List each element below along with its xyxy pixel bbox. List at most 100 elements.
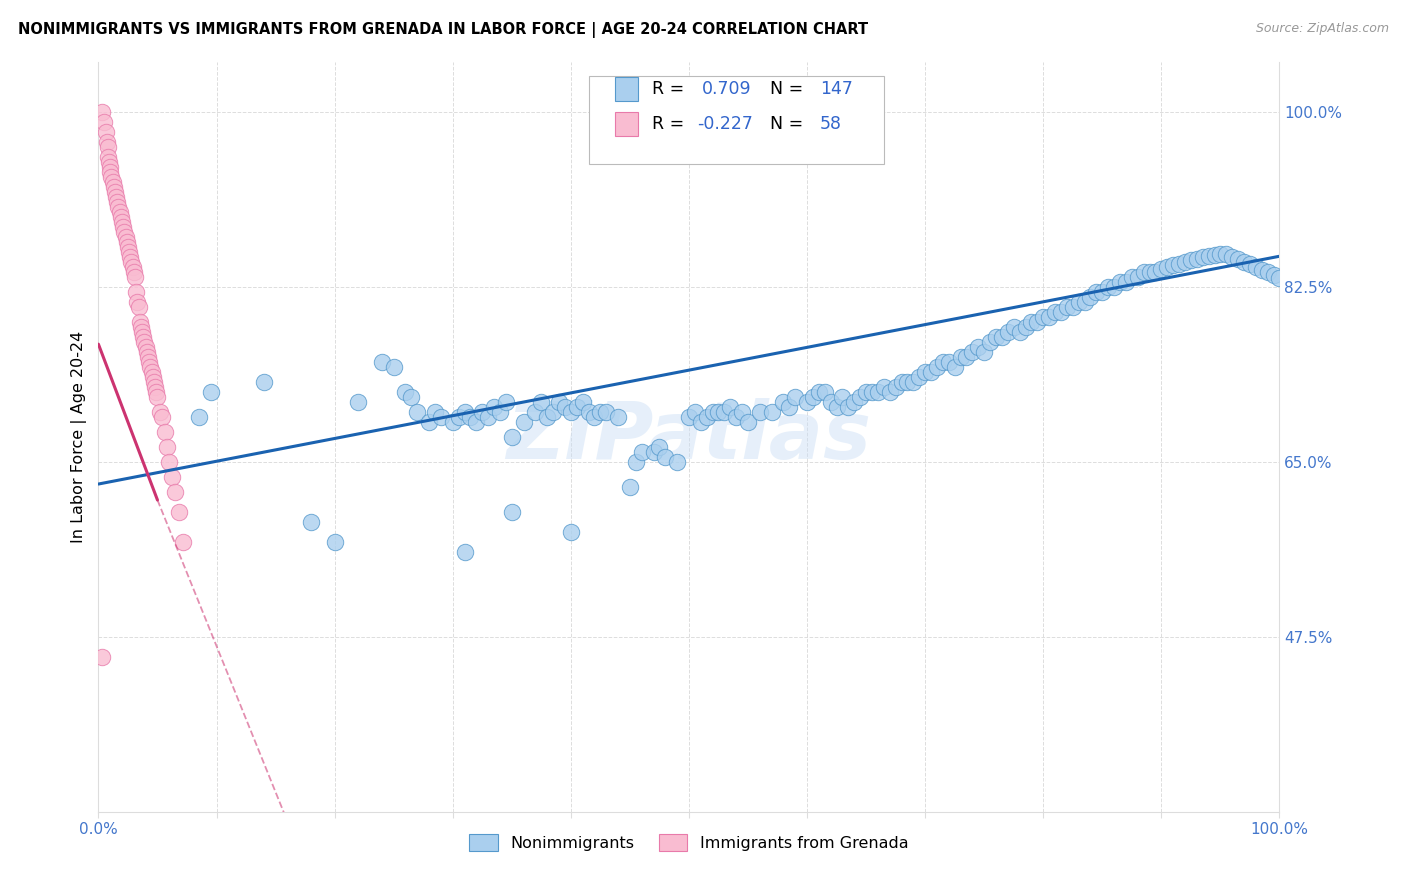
Point bbox=[1191, 250, 1213, 264]
Point bbox=[477, 410, 499, 425]
Point bbox=[1174, 255, 1197, 269]
Point bbox=[512, 415, 534, 429]
Point bbox=[108, 205, 131, 219]
Point bbox=[105, 195, 128, 210]
Point bbox=[1043, 305, 1066, 319]
Point bbox=[97, 150, 120, 164]
Point bbox=[1263, 268, 1285, 283]
Point bbox=[101, 175, 124, 189]
Point bbox=[97, 140, 120, 154]
Point bbox=[648, 440, 671, 454]
Text: 147: 147 bbox=[820, 80, 853, 98]
Point bbox=[98, 155, 121, 169]
Point bbox=[837, 400, 859, 414]
Point bbox=[925, 360, 948, 375]
Point bbox=[156, 440, 179, 454]
Point bbox=[495, 395, 517, 409]
Point bbox=[524, 405, 547, 419]
Point bbox=[908, 370, 931, 384]
Point bbox=[849, 390, 872, 404]
Point bbox=[401, 390, 423, 404]
Point bbox=[418, 415, 440, 429]
Point bbox=[530, 395, 553, 409]
Point bbox=[624, 455, 647, 469]
Point bbox=[1239, 257, 1261, 271]
Point bbox=[93, 115, 115, 129]
Point bbox=[873, 380, 896, 394]
Point bbox=[554, 400, 576, 414]
Point bbox=[1050, 305, 1073, 319]
Point bbox=[128, 300, 150, 314]
Text: -0.227: -0.227 bbox=[697, 115, 754, 133]
Point bbox=[1026, 315, 1049, 329]
Point bbox=[160, 470, 183, 484]
Point bbox=[1080, 290, 1102, 304]
Text: N =: N = bbox=[770, 115, 804, 133]
Point bbox=[1198, 249, 1220, 263]
Point bbox=[643, 445, 665, 459]
Point bbox=[979, 335, 1001, 350]
Point bbox=[129, 320, 152, 334]
Point bbox=[801, 390, 824, 404]
Point bbox=[955, 350, 977, 364]
Point bbox=[807, 385, 830, 400]
Point bbox=[932, 355, 955, 369]
Point bbox=[1056, 300, 1078, 314]
Point bbox=[145, 385, 167, 400]
Point bbox=[903, 375, 925, 389]
Point bbox=[138, 355, 160, 369]
Point bbox=[737, 415, 759, 429]
Point bbox=[678, 410, 700, 425]
Point bbox=[949, 350, 972, 364]
Point bbox=[471, 405, 494, 419]
Point bbox=[112, 220, 135, 235]
Point bbox=[1209, 247, 1232, 261]
Point bbox=[447, 410, 470, 425]
Point bbox=[938, 355, 960, 369]
Point bbox=[560, 524, 582, 539]
FancyBboxPatch shape bbox=[589, 76, 884, 164]
Point bbox=[541, 405, 564, 419]
Point bbox=[785, 390, 807, 404]
Point bbox=[884, 380, 907, 394]
Point bbox=[1250, 263, 1272, 277]
Point bbox=[820, 395, 842, 409]
Text: ZIPatlas: ZIPatlas bbox=[506, 398, 872, 476]
Point bbox=[778, 400, 800, 414]
Point bbox=[120, 250, 142, 264]
Point bbox=[1144, 265, 1167, 279]
Point bbox=[1002, 320, 1025, 334]
Point bbox=[761, 405, 783, 419]
Point bbox=[98, 161, 121, 175]
Text: N =: N = bbox=[770, 80, 804, 98]
Point bbox=[200, 385, 222, 400]
Point bbox=[121, 260, 143, 275]
Point bbox=[121, 255, 143, 269]
Point bbox=[323, 535, 346, 549]
Point bbox=[143, 380, 166, 394]
Point bbox=[654, 450, 676, 464]
FancyBboxPatch shape bbox=[614, 78, 638, 102]
Point bbox=[150, 410, 173, 425]
Point bbox=[165, 485, 187, 500]
Point bbox=[943, 360, 966, 375]
Point bbox=[1156, 260, 1178, 275]
Point bbox=[844, 395, 866, 409]
Point bbox=[114, 230, 136, 244]
Point bbox=[299, 515, 322, 529]
Point bbox=[460, 410, 482, 425]
Point bbox=[105, 190, 128, 204]
Point bbox=[896, 375, 918, 389]
Point bbox=[914, 365, 936, 379]
Point bbox=[1268, 271, 1291, 285]
Text: R =: R = bbox=[652, 115, 685, 133]
Point bbox=[146, 390, 169, 404]
Point bbox=[548, 395, 571, 409]
Point bbox=[879, 385, 901, 400]
Point bbox=[731, 405, 754, 419]
Point bbox=[748, 405, 770, 419]
Point bbox=[142, 370, 165, 384]
Point bbox=[1073, 295, 1095, 310]
Point bbox=[136, 350, 159, 364]
Point bbox=[1062, 300, 1084, 314]
